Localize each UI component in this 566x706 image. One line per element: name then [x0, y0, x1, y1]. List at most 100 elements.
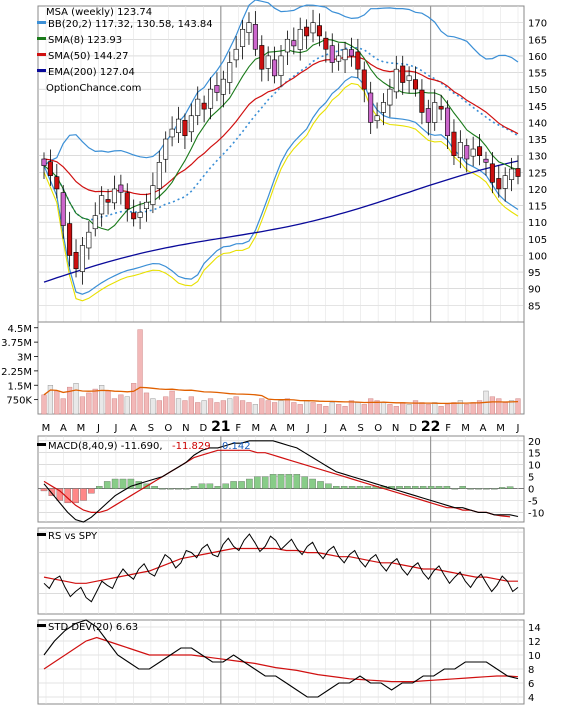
candle-body: [79, 245, 85, 272]
std-line: [43, 619, 519, 698]
legend-swatch-ema200: [37, 69, 46, 72]
rs-title: RS vs SPY: [48, 531, 98, 542]
candle-body: [214, 85, 220, 93]
candle-body: [265, 55, 271, 69]
macd-y-tick-label: 0: [528, 485, 534, 496]
std-panel: 14 12 10 8 6 4 STD DEV(20) 6.63: [37, 619, 541, 705]
candle-body: [432, 102, 438, 123]
macd-hist-value: 0.142: [222, 441, 251, 452]
rs-line: [43, 533, 519, 603]
candle-body: [477, 146, 483, 156]
volume-bar: [323, 406, 329, 415]
candle-body: [284, 38, 290, 53]
candle-body: [259, 45, 265, 70]
candle-body: [413, 79, 419, 90]
candle-body: [41, 158, 47, 166]
volume-bar: [233, 396, 239, 415]
macd-histogram-bar: [348, 486, 356, 489]
x-axis-label: D: [409, 423, 417, 434]
volume-y-tick-label: 750K: [6, 396, 32, 407]
macd-histogram-bar: [364, 486, 372, 489]
x-axis-label: M: [251, 423, 260, 434]
price-series: [41, 0, 521, 302]
macd-histogram-bar: [190, 486, 198, 489]
candle-body: [464, 145, 470, 160]
x-axis-label: N: [392, 423, 399, 434]
volume-bar: [284, 398, 291, 415]
candle-body: [163, 138, 169, 160]
volume-bar: [169, 390, 175, 415]
x-axis-label: A: [480, 423, 487, 434]
volume-bar: [515, 398, 521, 415]
volume-bar: [124, 396, 130, 415]
x-axis-label: S: [357, 423, 363, 434]
candle-body: [348, 49, 354, 57]
price-y-tick-label: 100: [528, 251, 547, 262]
volume-bar: [41, 394, 47, 415]
volume-bar: [444, 404, 451, 415]
volume-bar: [86, 392, 92, 415]
macd-histogram-bar: [151, 486, 158, 489]
volume-bar: [99, 385, 105, 415]
macd-y-tick-label: -5: [528, 497, 538, 508]
candle-body: [131, 212, 137, 220]
macd-y-tick-label: 20: [528, 437, 541, 448]
x-axis-label: 22: [421, 419, 440, 435]
volume-bar: [348, 400, 355, 415]
std-y-tick-label: 14: [528, 623, 541, 634]
price-y-tick-label: 150: [528, 85, 547, 96]
candle-body: [195, 98, 201, 116]
candle-body: [451, 131, 457, 156]
macd-histogram-bar: [167, 488, 174, 490]
macd-histogram-bar: [356, 486, 364, 489]
volume-bar: [73, 383, 79, 415]
x-axis-label: N: [182, 423, 189, 434]
candle-body: [201, 102, 207, 110]
volume-bar: [60, 398, 66, 415]
macd-y-tick-label: 15: [528, 449, 541, 460]
volume-series: [41, 329, 521, 415]
macd-histogram-bar: [261, 476, 269, 489]
x-axis-label: M: [286, 423, 295, 434]
volume-bar: [393, 406, 399, 415]
candle-body: [60, 192, 66, 226]
macd-histogram-bar: [96, 486, 103, 489]
candle-body: [188, 115, 194, 133]
macd-histogram-bar: [222, 483, 229, 489]
macd-histogram-bar: [309, 478, 316, 489]
volume-bar: [380, 402, 387, 415]
volume-bar: [342, 406, 348, 415]
macd-histogram-bar: [119, 478, 127, 489]
x-axis-label: F: [235, 423, 241, 434]
candle-body: [111, 188, 117, 204]
x-axis-label: D: [199, 423, 207, 434]
candle-body: [124, 192, 130, 210]
macd-series: [40, 440, 519, 523]
macd-histogram-bar: [467, 488, 474, 490]
x-axis-label: J: [323, 423, 327, 434]
candle-body: [393, 68, 399, 93]
volume-bar: [220, 400, 226, 415]
candle-body: [118, 184, 124, 193]
std-average-line: [43, 636, 519, 683]
price-legend: MSA (weekly) 123.74 BB(20,2) 117.32, 130…: [37, 7, 213, 94]
x-axis-label: 21: [211, 419, 230, 435]
candle-body: [374, 115, 380, 122]
macd-histogram-bar: [475, 488, 482, 490]
x-axis-label: A: [60, 423, 67, 434]
candle-body: [323, 37, 329, 50]
macd-line: [43, 440, 519, 523]
candle-body: [445, 107, 451, 137]
macd-histogram-bar: [198, 483, 206, 489]
macd-histogram-bar: [317, 481, 324, 489]
price-y-tick-label: 155: [528, 69, 547, 80]
macd-histogram-bar: [396, 486, 403, 489]
macd-y-tick-label: 10: [528, 461, 541, 472]
volume-bar: [214, 402, 220, 415]
volume-bar: [291, 402, 297, 415]
volume-bar: [470, 402, 476, 415]
price-title: MSA (weekly) 123.74: [46, 7, 152, 18]
candle-body: [502, 175, 508, 189]
macd-histogram-bar: [269, 474, 277, 489]
volume-bar: [451, 402, 457, 415]
